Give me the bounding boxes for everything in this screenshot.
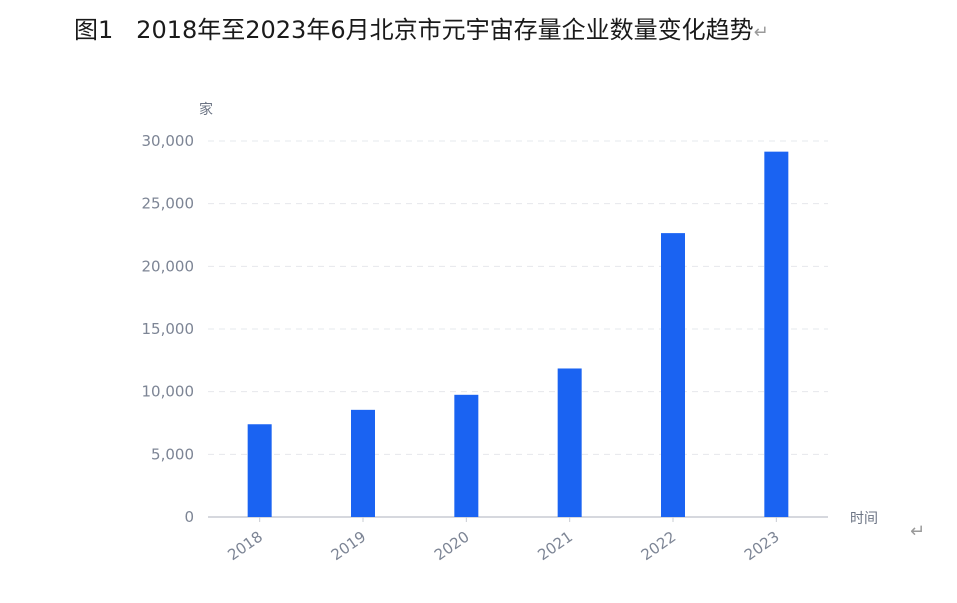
- figure-title: 2018年至2023年6月北京市元宇宙存量企业数量变化趋势: [136, 16, 754, 44]
- figure-label: 图1: [74, 16, 114, 44]
- bar-2020: [454, 394, 479, 517]
- y-tick-label: 5,000: [151, 445, 194, 463]
- x-tick-label: 2019: [328, 528, 370, 565]
- x-tick-label: 2020: [431, 528, 473, 565]
- bar-2021: [557, 368, 582, 517]
- x-tick-label: 2018: [224, 528, 266, 565]
- y-tick-label: 30,000: [142, 132, 195, 150]
- y-tick-label: 10,000: [142, 383, 195, 401]
- axes: [208, 516, 828, 522]
- bar-2018: [247, 424, 272, 517]
- bar-2023: [764, 151, 789, 518]
- y-tick-label: 0: [184, 508, 194, 526]
- x-tick-label: 2023: [741, 528, 783, 565]
- y-tick-label: 20,000: [142, 257, 195, 275]
- paragraph-mark-icon: ↵: [753, 22, 769, 43]
- bars: [247, 151, 789, 518]
- end-paragraph-mark-icon: ↵: [910, 521, 926, 542]
- y-tick-label: 15,000: [142, 320, 195, 338]
- x-tick-label: 2021: [534, 528, 576, 565]
- bar-2022: [661, 233, 685, 517]
- x-axis-label: 时间: [850, 511, 878, 527]
- x-tick-label: 2022: [638, 528, 680, 565]
- figure-caption: 图1 2018年至2023年6月北京市元宇宙存量企业数量变化趋势↵: [74, 14, 769, 49]
- y-tick-label: 25,000: [142, 195, 195, 213]
- grid-lines: [208, 140, 828, 455]
- x-tick-labels: 2018 2019 2020 2021 2022 2023: [224, 528, 782, 565]
- y-tick-labels: 0 5,000 10,000 15,000 20,000 25,000 30,000: [142, 132, 195, 526]
- y-axis-unit-label: 家: [199, 101, 213, 118]
- bar-2019: [351, 409, 375, 517]
